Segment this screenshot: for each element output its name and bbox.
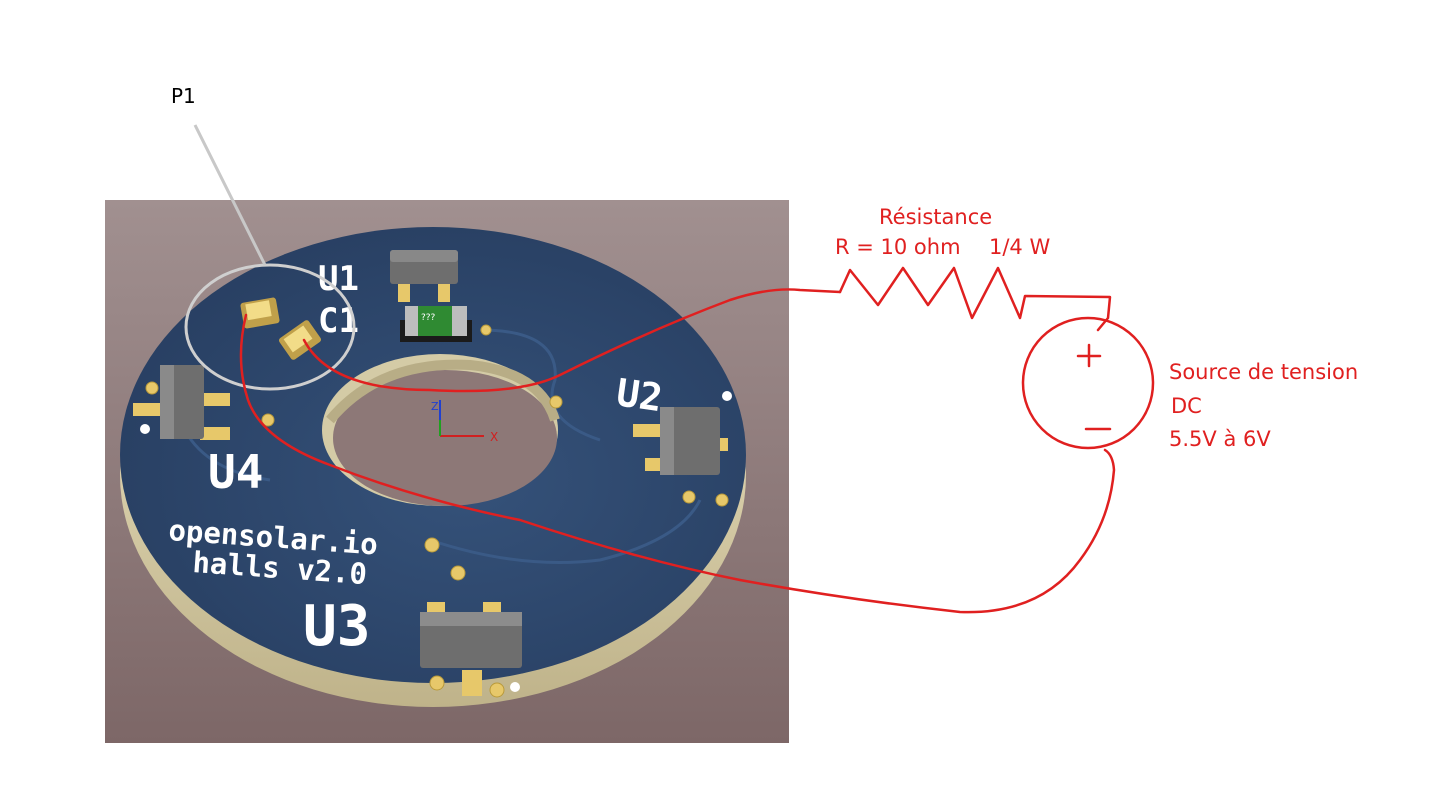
wire-return	[239, 313, 1116, 614]
c1-mark: ???	[421, 313, 436, 323]
p1-callout	[184, 124, 356, 391]
resistor-power: 1/4 W	[989, 235, 1051, 259]
resistor-symbol	[838, 266, 1112, 332]
vias	[145, 324, 729, 698]
component-u4	[133, 365, 230, 440]
component-u2	[633, 407, 728, 475]
voltage-source-circle	[1021, 316, 1155, 450]
source-label-line1: Source de tension	[1169, 360, 1359, 384]
p1-label: P1	[171, 84, 196, 108]
source-label-line3: 5.5V à 6V	[1169, 427, 1271, 451]
axis-gizmo: Z X	[431, 400, 498, 444]
wire-to-resistor	[302, 288, 842, 393]
wiring	[239, 266, 1155, 614]
p1-pads	[240, 297, 322, 360]
source-label-line2: DC	[1171, 394, 1202, 418]
resistor-value: R = 10 ohm	[835, 235, 961, 259]
component-u3	[420, 602, 522, 696]
component-u1	[390, 250, 458, 302]
component-c1: ???	[400, 306, 472, 342]
pcb-board	[120, 227, 746, 707]
axis-z-label: Z	[431, 400, 439, 413]
silk-u3: U3	[303, 594, 370, 659]
silk-u4: U4	[208, 445, 263, 499]
axis-x-label: X	[490, 430, 498, 444]
silk-u2: U2	[614, 370, 665, 420]
resistor-title: Résistance	[879, 205, 993, 229]
